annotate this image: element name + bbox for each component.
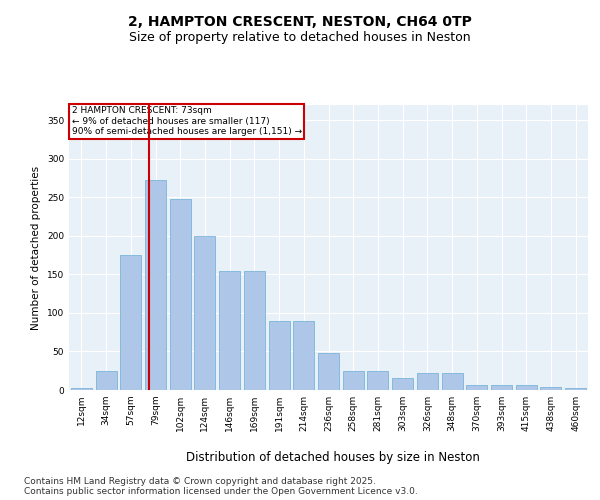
Bar	[95, 370, 116, 390]
Bar	[417, 373, 438, 390]
Bar	[318, 353, 339, 390]
Bar	[565, 388, 586, 390]
Bar	[442, 373, 463, 390]
Bar	[71, 388, 92, 390]
Bar	[541, 387, 562, 390]
Bar	[516, 384, 537, 390]
Bar	[343, 370, 364, 390]
Bar	[120, 255, 141, 390]
Bar	[293, 320, 314, 390]
Bar	[219, 270, 240, 390]
Y-axis label: Number of detached properties: Number of detached properties	[31, 166, 41, 330]
Text: Distribution of detached houses by size in Neston: Distribution of detached houses by size …	[186, 451, 480, 464]
Bar	[170, 199, 191, 390]
Text: Contains public sector information licensed under the Open Government Licence v3: Contains public sector information licen…	[24, 486, 418, 496]
Text: Size of property relative to detached houses in Neston: Size of property relative to detached ho…	[129, 31, 471, 44]
Text: Contains HM Land Registry data © Crown copyright and database right 2025.: Contains HM Land Registry data © Crown c…	[24, 476, 376, 486]
Bar	[466, 386, 487, 390]
Bar	[194, 236, 215, 390]
Bar	[269, 320, 290, 390]
Bar	[392, 378, 413, 390]
Text: 2, HAMPTON CRESCENT, NESTON, CH64 0TP: 2, HAMPTON CRESCENT, NESTON, CH64 0TP	[128, 16, 472, 30]
Bar	[367, 370, 388, 390]
Text: 2 HAMPTON CRESCENT: 73sqm
← 9% of detached houses are smaller (117)
90% of semi-: 2 HAMPTON CRESCENT: 73sqm ← 9% of detach…	[71, 106, 302, 136]
Bar	[145, 180, 166, 390]
Bar	[244, 270, 265, 390]
Bar	[491, 384, 512, 390]
